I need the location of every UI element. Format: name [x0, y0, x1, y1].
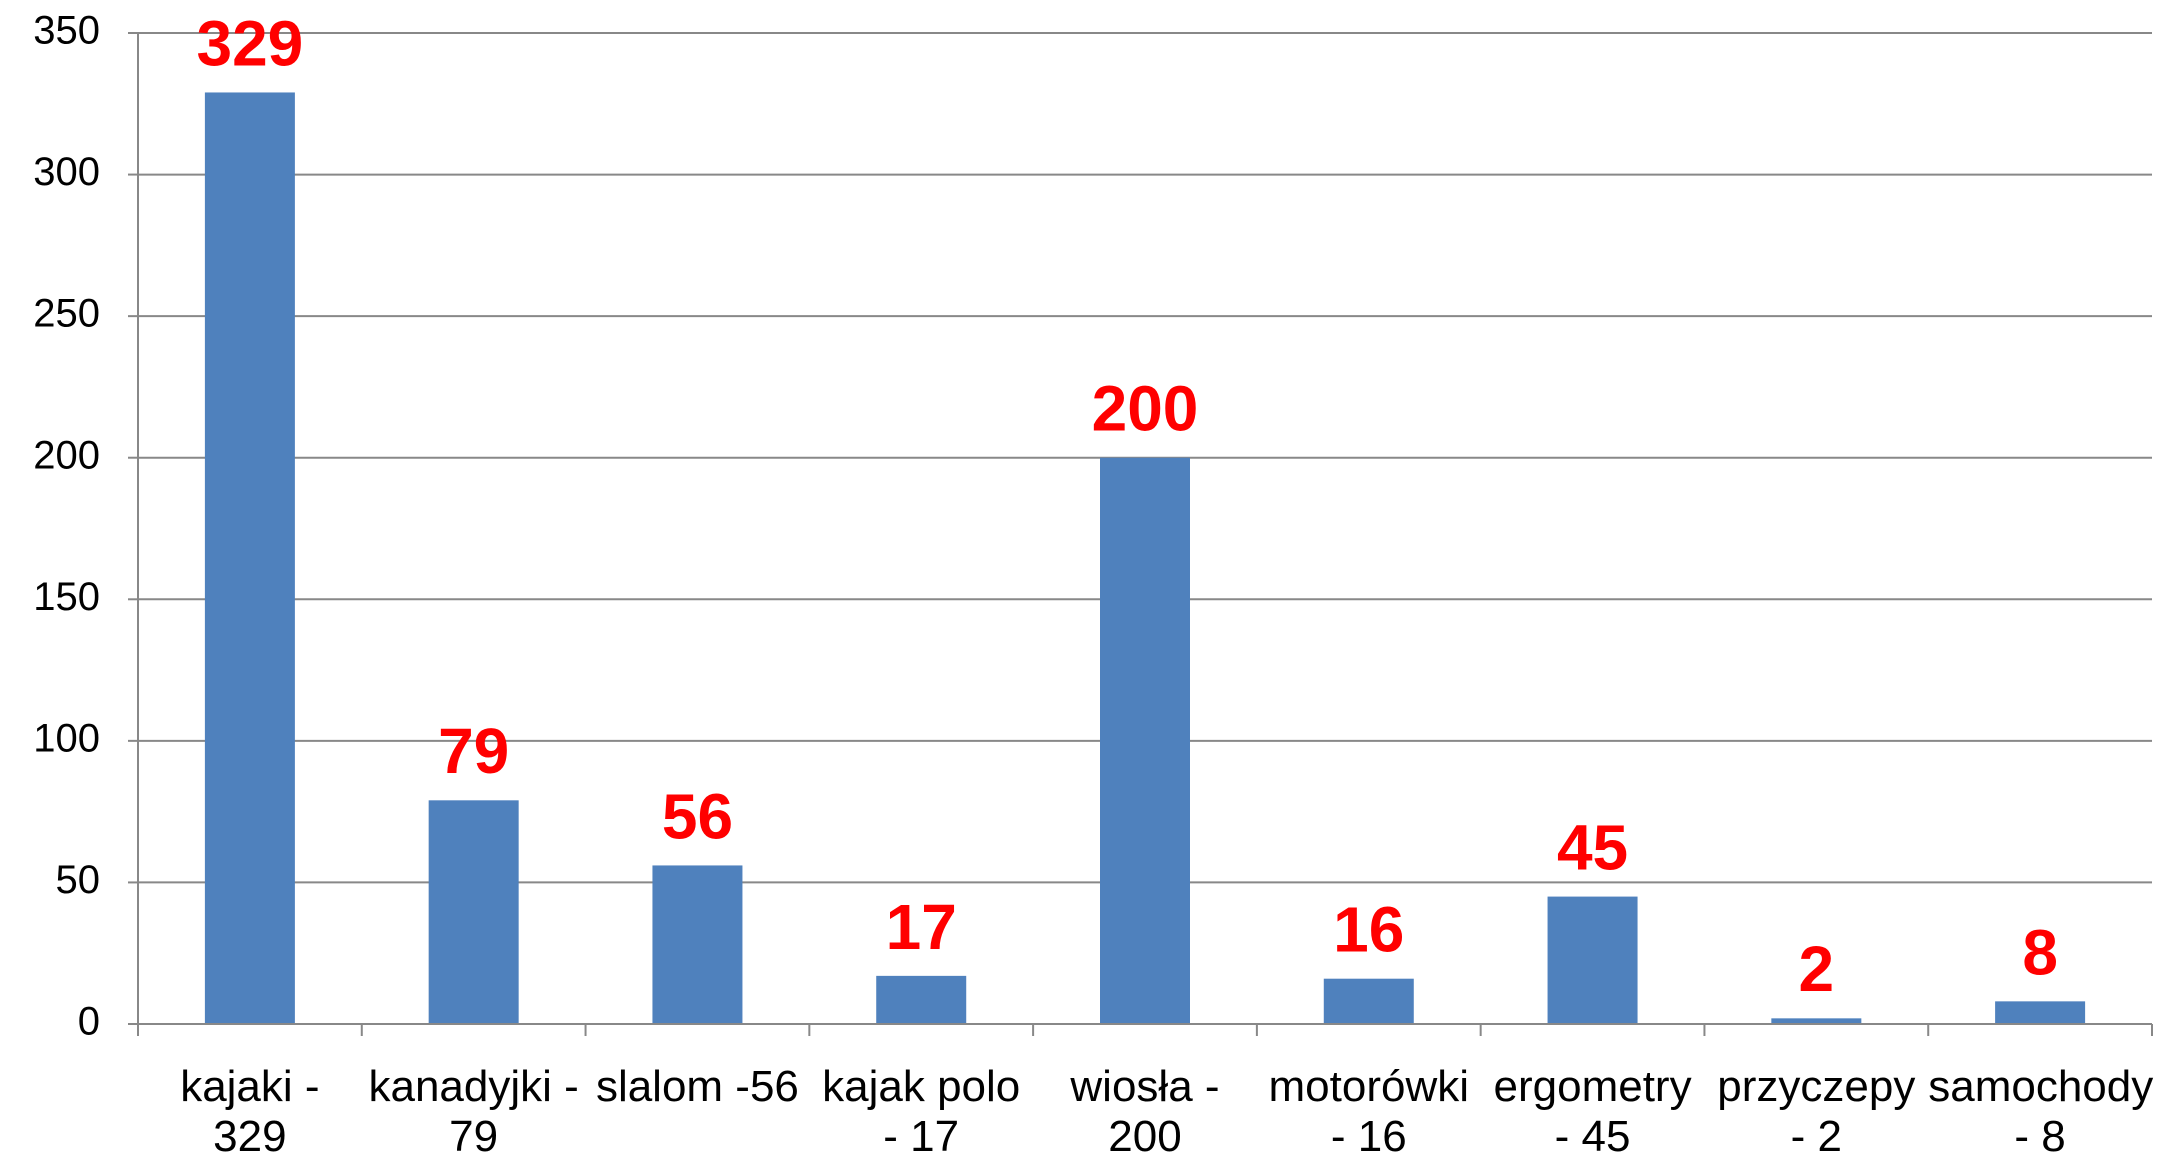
x-tick-label: samochody - 8	[1928, 1062, 2154, 1161]
x-tick-label: slalom -56	[595, 1062, 799, 1111]
y-tick-label: 0	[78, 1000, 100, 1044]
bar	[1323, 978, 1414, 1024]
value-label: 200	[1092, 373, 1199, 445]
bar	[204, 92, 295, 1024]
value-label: 45	[1557, 811, 1628, 883]
y-tick-label: 300	[33, 150, 100, 194]
bar	[876, 975, 967, 1024]
bar	[428, 800, 519, 1024]
y-tick-label: 200	[33, 433, 100, 477]
y-tick-label: 250	[33, 292, 100, 336]
y-tick-label: 50	[56, 858, 101, 902]
x-tick-label: wiosła - 200	[1070, 1062, 1220, 1161]
bar	[1547, 896, 1638, 1024]
bar	[1995, 1001, 2086, 1024]
value-label: 17	[886, 891, 957, 963]
y-tick-label: 350	[33, 9, 100, 53]
x-tick-label: ergometry - 45	[1493, 1062, 1692, 1161]
bar	[1771, 1018, 1862, 1024]
value-label: 2	[1799, 933, 1835, 1005]
value-label: 8	[2022, 916, 2058, 988]
value-label: 329	[196, 7, 303, 79]
bar	[1100, 457, 1190, 1024]
x-tick-label: przyczepy - 2	[1717, 1062, 1916, 1161]
x-tick-label: kajaki - 329	[180, 1062, 320, 1161]
value-label: 79	[438, 715, 509, 787]
x-tick-label: kajak polo - 17	[822, 1062, 1021, 1161]
value-label: 16	[1333, 894, 1404, 966]
bar	[652, 865, 743, 1024]
y-tick-label: 100	[33, 716, 100, 760]
x-tick-label: kanadyjki - 79	[368, 1062, 579, 1161]
y-tick-label: 150	[33, 575, 100, 619]
value-label: 56	[662, 780, 733, 852]
x-tick-label: motorówki - 16	[1268, 1062, 1470, 1161]
